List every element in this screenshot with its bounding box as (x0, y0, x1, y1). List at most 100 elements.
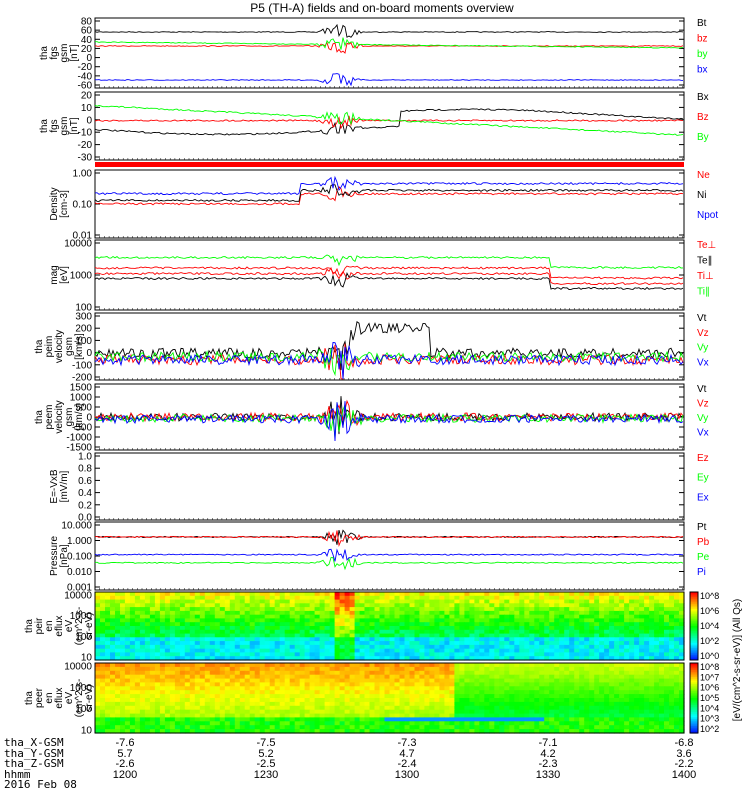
panel-ylabel-line: (cm^2-s- (74, 679, 85, 718)
heatmap-cell (159, 644, 166, 650)
heatmap-cell (324, 670, 331, 676)
heatmap-cell (494, 686, 500, 691)
heatmap-cell (594, 656, 600, 661)
heatmap-cell (539, 610, 545, 616)
heatmap-cell (549, 618, 555, 623)
heatmap-cell (100, 622, 106, 627)
heatmap-cell (269, 618, 276, 623)
heatmap-cell (204, 690, 211, 695)
heatmap-cell (449, 626, 455, 631)
heatmap-cell (149, 686, 156, 691)
heatmap-cell (659, 701, 665, 707)
heatmap-cell (134, 694, 141, 699)
heatmap-cell (324, 637, 331, 642)
heatmap-cell (169, 618, 176, 623)
heatmap-cell (214, 603, 221, 608)
heatmap-cell (619, 678, 625, 684)
ytick-label: 80 (81, 17, 93, 28)
heatmap-cell (274, 701, 281, 707)
heatmap-cell (619, 698, 625, 703)
heatmap-cell (639, 614, 645, 620)
panel-frame-1 (94, 17, 685, 89)
heatmap-cell (174, 614, 181, 620)
heatmap-cell (619, 614, 625, 620)
heatmap-cell (164, 595, 171, 601)
panel-ylabel-line: (cm^2-s- (74, 607, 85, 646)
heatmap-cell (424, 648, 430, 654)
heatmap-cell (284, 648, 291, 654)
heatmap-cell (459, 698, 465, 703)
heatmap-cell (544, 622, 550, 627)
heatmap-cell (299, 682, 306, 687)
heatmap-cell (659, 603, 665, 608)
heatmap-cell (304, 682, 311, 687)
heatmap-cell (329, 690, 336, 695)
heatmap-cell (594, 614, 600, 620)
heatmap-cell (584, 648, 590, 654)
heatmap-cell (569, 666, 575, 672)
heatmap-cell (244, 678, 251, 684)
heatmap-cell (115, 641, 121, 646)
heatmap-cell (669, 622, 675, 627)
heatmap-cell (319, 592, 326, 597)
heatmap-cell (249, 698, 256, 703)
heatmap-cell (144, 622, 151, 627)
heatmap-cell (414, 595, 421, 601)
heatmap-cell (384, 595, 391, 601)
heatmap-cell (95, 599, 101, 604)
heatmap-cell (149, 641, 156, 646)
heatmap-cell (334, 599, 341, 604)
heatmap-cell (120, 663, 126, 668)
heatmap-cell (269, 663, 276, 668)
heatmap-cell (229, 622, 236, 627)
heatmap-cell (649, 698, 655, 703)
heatmap-cell (634, 637, 640, 642)
heatmap-cell (149, 595, 156, 601)
heatmap-cell (95, 629, 101, 635)
heatmap-cell (619, 629, 625, 635)
heatmap-cell (189, 633, 196, 638)
heatmap-cell (219, 690, 226, 695)
heatmap-cell (649, 686, 655, 691)
heatmap-cell (509, 633, 515, 638)
heatmap-cell (629, 637, 635, 642)
heatmap-cell (444, 603, 450, 608)
heatmap-cell (144, 603, 151, 608)
heatmap-cell (549, 592, 555, 597)
heatmap-cell (244, 656, 251, 661)
heatmap-cell (120, 633, 126, 638)
heatmap-cell (229, 698, 236, 703)
heatmap-cell (624, 614, 630, 620)
heatmap-cell (319, 622, 326, 627)
heatmap-cell (139, 610, 146, 616)
heatmap-cell (444, 656, 450, 661)
heatmap-cell (349, 682, 356, 687)
heatmap-cell (329, 670, 336, 676)
heatmap-cell (354, 648, 361, 654)
heatmap-cell (359, 622, 366, 627)
heatmap-cell (559, 641, 565, 646)
heatmap-cell (364, 666, 371, 672)
ytick-label: 40 (81, 35, 93, 46)
heatmap-cell (204, 682, 211, 687)
heatmap-cell (474, 595, 480, 601)
heatmap-cell (344, 637, 351, 642)
heatmap-cell (369, 663, 376, 668)
heatmap-cell (604, 644, 610, 650)
heatmap-cell (509, 694, 515, 699)
heatmap-cell (454, 592, 460, 597)
heatmap-cell (499, 656, 505, 661)
heatmap-cell (214, 599, 221, 604)
heatmap-cell (110, 694, 116, 699)
heatmap-cell (484, 629, 490, 635)
heatmap-cell (299, 626, 306, 631)
heatmap-cell (394, 641, 401, 646)
heatmap-cell (439, 603, 445, 608)
legend-Ti⊥: Ti⊥ (697, 271, 714, 282)
heatmap-cell (619, 633, 625, 638)
heatmap-cell (649, 682, 655, 687)
heatmap-cell (115, 614, 121, 620)
heatmap-cell (434, 629, 440, 635)
heatmap-cell (449, 694, 455, 699)
heatmap-cell (339, 674, 346, 680)
